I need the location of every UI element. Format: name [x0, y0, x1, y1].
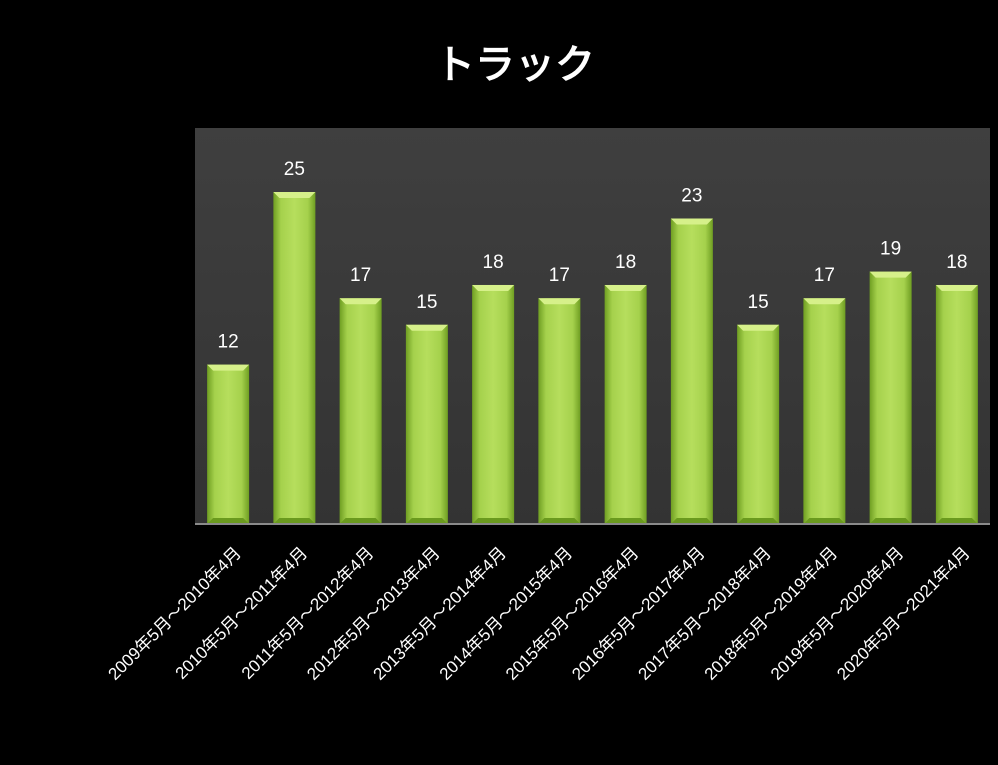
- bar-top-bevel: [737, 324, 780, 331]
- bar-body: [538, 298, 581, 524]
- bar: [604, 284, 647, 524]
- data-label: 15: [748, 292, 769, 313]
- bar: [273, 192, 316, 524]
- data-label: 18: [946, 252, 967, 273]
- bar-body: [803, 298, 846, 524]
- bar: [803, 298, 846, 524]
- data-label: 17: [549, 265, 570, 286]
- plot-area: [195, 128, 990, 524]
- bar-bottom-bevel: [737, 518, 780, 524]
- bar-body: [472, 284, 515, 524]
- x-tick-label: 2011年5月～2012年4月: [238, 543, 378, 683]
- x-tick-label: 2012年5月～2013年4月: [303, 543, 443, 683]
- data-label: 17: [350, 265, 371, 286]
- bar-top-bevel: [670, 218, 713, 225]
- data-label: 15: [416, 292, 437, 313]
- bar: [670, 218, 713, 524]
- bar-top-bevel: [538, 298, 581, 305]
- data-label: 19: [880, 239, 901, 260]
- data-label: 18: [483, 252, 504, 273]
- data-labels-group: 12 25 17 15 18 17 18 23 15 17 19 18: [218, 159, 968, 353]
- bar-top-bevel: [604, 284, 647, 291]
- bar: [207, 364, 250, 524]
- x-tick-label: 2013年5月～2014年4月: [370, 543, 510, 683]
- bar-bottom-bevel: [472, 518, 515, 524]
- bar-bottom-bevel: [405, 518, 448, 524]
- data-label: 12: [218, 332, 239, 353]
- bar-top-bevel: [339, 298, 382, 305]
- x-tick-labels-group: 2009年5月～2010年4月2010年5月～2011年4月2011年5月～20…: [105, 543, 974, 683]
- bars-group: [207, 192, 978, 524]
- bar-bottom-bevel: [538, 518, 581, 524]
- bar-body: [207, 364, 250, 524]
- bar-top-bevel: [472, 284, 515, 291]
- data-label: 18: [615, 252, 636, 273]
- x-tick-label: 2019年5月～2020年4月: [767, 543, 907, 683]
- bar: [538, 298, 581, 524]
- bar-body: [670, 218, 713, 524]
- x-tick-label: 2017年5月～2018年4月: [635, 543, 775, 683]
- bar-top-bevel: [803, 298, 846, 305]
- x-tick-label: 2020年5月～2021年4月: [833, 543, 973, 683]
- bar-bottom-bevel: [273, 518, 316, 524]
- bar-bottom-bevel: [869, 518, 912, 524]
- x-tick-label: 2015年5月～2016年4月: [502, 543, 642, 683]
- bar-body: [604, 284, 647, 524]
- bar-bottom-bevel: [604, 518, 647, 524]
- x-tick-label: 2018年5月～2019年4月: [701, 543, 841, 683]
- bar-body: [405, 324, 448, 524]
- data-label: 23: [681, 186, 702, 207]
- bar-bottom-bevel: [339, 518, 382, 524]
- bar-top-bevel: [935, 284, 978, 291]
- bar-body: [273, 192, 316, 524]
- bar-top-bevel: [869, 271, 912, 278]
- bar-body: [737, 324, 780, 524]
- chart-title: トラック: [435, 42, 595, 88]
- bar-bottom-bevel: [935, 518, 978, 524]
- bar-bottom-bevel: [207, 518, 250, 524]
- bar-body: [869, 271, 912, 524]
- data-label: 17: [814, 265, 835, 286]
- bar-bottom-bevel: [803, 518, 846, 524]
- bar: [339, 298, 382, 524]
- bar: [935, 284, 978, 524]
- bar-top-bevel: [405, 324, 448, 331]
- x-tick-label: 2014年5月～2015年4月: [436, 543, 576, 683]
- bar-body: [339, 298, 382, 524]
- x-tick-label: 2010年5月～2011年4月: [172, 543, 312, 683]
- bar: [869, 271, 912, 524]
- x-tick-label: 2009年5月～2010年4月: [105, 543, 245, 683]
- bar-bottom-bevel: [670, 518, 713, 524]
- bar-top-bevel: [273, 192, 316, 198]
- bar: [472, 284, 515, 524]
- bar-body: [935, 284, 978, 524]
- bar: [737, 324, 780, 524]
- data-label: 25: [284, 159, 305, 180]
- bar: [405, 324, 448, 524]
- bar-top-bevel: [207, 364, 250, 371]
- x-tick-label: 2016年5月～2017年4月: [568, 543, 708, 683]
